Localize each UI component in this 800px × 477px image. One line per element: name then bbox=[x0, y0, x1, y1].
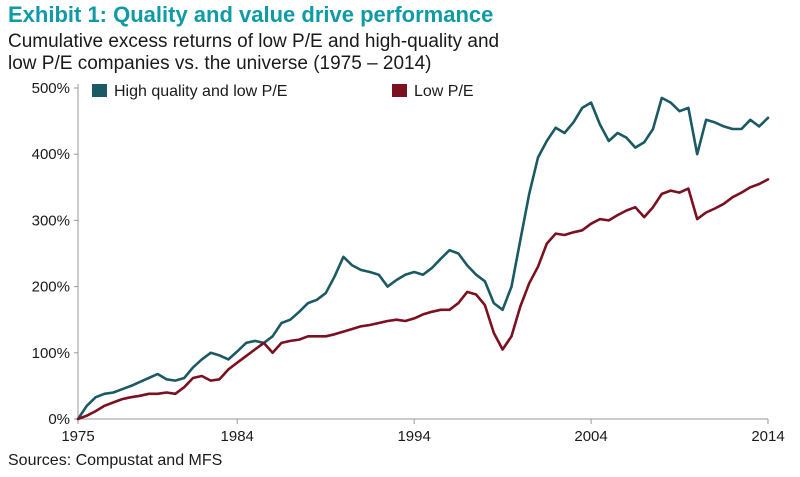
legend-label: High quality and low P/E bbox=[114, 83, 287, 100]
chart-title: Exhibit 1: Quality and value drive perfo… bbox=[8, 2, 494, 27]
y-tick-label: 300% bbox=[32, 212, 70, 229]
series-line-low-pe bbox=[76, 178, 770, 421]
series-layer bbox=[76, 96, 770, 421]
x-tick-label: 1994 bbox=[397, 428, 430, 445]
x-tick-label: 1975 bbox=[61, 428, 94, 445]
y-tick-label: 400% bbox=[32, 146, 70, 163]
chart-subtitle: Cumulative excess returns of low P/E and… bbox=[8, 31, 499, 75]
legend-label: Low P/E bbox=[414, 83, 474, 100]
chart-legend: High quality and low P/E Low P/E bbox=[92, 83, 474, 100]
y-tick-label: 0% bbox=[48, 411, 70, 428]
chart-axes: 0% 100% 200% 300% 400% 500% 1975 1984 1994 2004 20… bbox=[32, 80, 785, 445]
subtitle-line-2: low P/E companies vs. the universe (1975… bbox=[8, 53, 432, 74]
legend-swatch bbox=[392, 84, 407, 97]
y-tick-label: 200% bbox=[32, 279, 70, 296]
x-tick-label: 1984 bbox=[221, 428, 254, 445]
subtitle-line-1: Cumulative excess returns of low P/E and… bbox=[8, 31, 500, 52]
x-tick-label: 2004 bbox=[574, 428, 607, 445]
legend-swatch bbox=[92, 84, 107, 97]
x-tick-label: 2014 bbox=[751, 428, 784, 445]
y-tick-label: 500% bbox=[32, 80, 70, 97]
y-tick-label: 100% bbox=[32, 345, 70, 362]
chart-source: Sources: Compustat and MFS bbox=[8, 452, 223, 469]
series-line-high-quality-low-pe bbox=[76, 96, 770, 421]
